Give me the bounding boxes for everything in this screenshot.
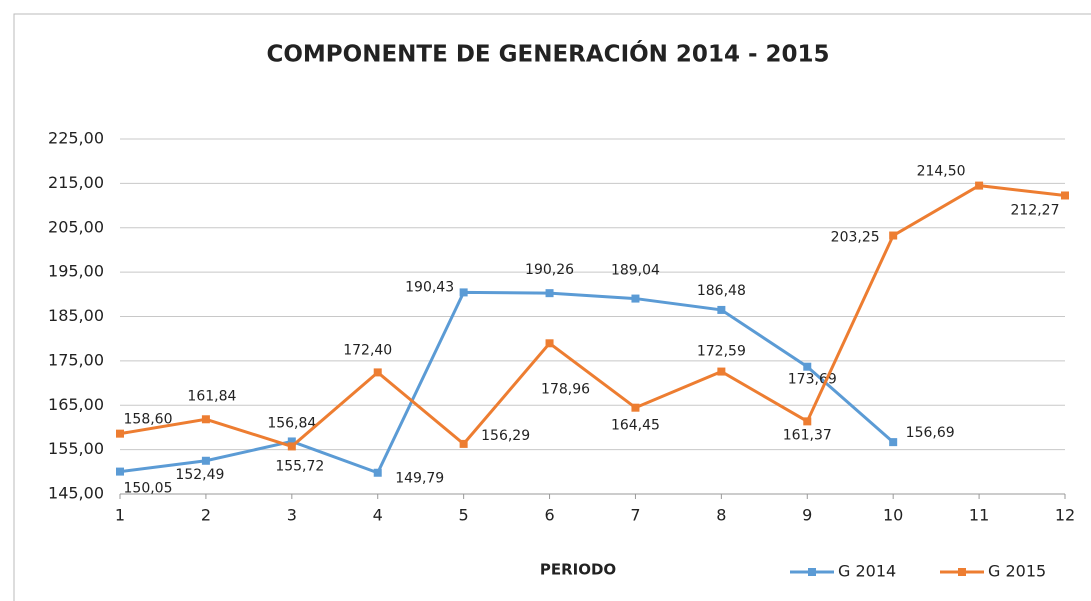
x-axis-title: PERIODO (540, 561, 616, 579)
y-tick-label: 205,00 (48, 217, 104, 236)
value-label: 164,45 (611, 418, 660, 434)
value-label: 150,05 (124, 481, 173, 497)
value-label: 161,84 (187, 388, 236, 404)
value-label: 156,84 (267, 415, 316, 431)
value-label: 161,37 (783, 427, 832, 443)
point-marker (717, 367, 726, 376)
y-tick-label: 175,00 (48, 350, 104, 369)
point-marker (975, 181, 984, 190)
legend-label: G 2015 (988, 562, 1046, 581)
point-marker (1061, 191, 1069, 200)
x-tick-label: 8 (716, 506, 726, 525)
series-line (119, 290, 895, 475)
value-label: 186,48 (697, 283, 746, 299)
point-marker (889, 438, 898, 447)
y-tick-label: 195,00 (48, 262, 104, 281)
point-marker (201, 415, 210, 424)
series-line (119, 184, 1066, 449)
point-marker (116, 429, 124, 438)
point-marker (373, 468, 382, 477)
x-tick-label: 4 (373, 506, 383, 525)
value-label: 149,79 (395, 471, 444, 487)
point-marker (287, 437, 296, 446)
value-label: 190,26 (525, 262, 574, 278)
point-marker (545, 339, 554, 348)
value-label: 212,27 (1011, 202, 1060, 218)
y-tick-label: 165,00 (48, 395, 104, 414)
legend-marker (958, 568, 966, 576)
y-tick-label: 185,00 (48, 306, 104, 325)
chart-title: COMPONENTE DE GENERACIÓN 2014 - 2015 (266, 40, 829, 68)
point-marker (287, 442, 296, 451)
x-tick-label: 9 (802, 506, 812, 525)
value-label: 156,29 (481, 428, 530, 444)
point-marker (803, 417, 812, 426)
point-marker (545, 289, 554, 298)
point-marker (889, 231, 898, 240)
value-label: 190,43 (405, 279, 454, 295)
point-marker (201, 456, 210, 465)
point-marker (631, 403, 640, 412)
point-marker (717, 305, 726, 314)
x-tick-label: 6 (544, 506, 554, 525)
chart-frame (13, 13, 1091, 601)
legend-label: G 2014 (838, 562, 896, 581)
value-label: 203,25 (831, 230, 880, 246)
value-label: 152,49 (175, 467, 224, 483)
point-marker (373, 368, 382, 377)
y-tick-label: 215,00 (48, 173, 104, 192)
y-tick-label: 225,00 (48, 129, 104, 148)
y-tick-label: 155,00 (48, 439, 104, 458)
x-tick-label: 11 (969, 506, 989, 525)
x-tick-label: 5 (459, 506, 469, 525)
value-label: 156,69 (906, 425, 955, 441)
value-label: 189,04 (611, 263, 660, 279)
point-marker (803, 362, 812, 371)
value-label: 214,50 (917, 164, 966, 180)
x-tick-label: 10 (883, 506, 903, 525)
y-tick-label: 145,00 (48, 484, 104, 503)
point-marker (459, 288, 468, 297)
value-label: 172,40 (343, 342, 392, 358)
value-label: 158,60 (124, 412, 173, 428)
value-label: 178,96 (541, 381, 590, 397)
point-marker (116, 467, 124, 476)
x-tick-label: 1 (115, 506, 125, 525)
point-marker (459, 439, 468, 448)
point-marker (631, 294, 640, 303)
x-tick-label: 12 (1055, 506, 1075, 525)
x-tick-label: 7 (630, 506, 640, 525)
value-label: 155,72 (275, 458, 324, 474)
x-tick-label: 3 (287, 506, 297, 525)
value-label: 172,59 (697, 344, 746, 360)
x-tick-label: 2 (201, 506, 211, 525)
legend-marker (808, 568, 816, 576)
